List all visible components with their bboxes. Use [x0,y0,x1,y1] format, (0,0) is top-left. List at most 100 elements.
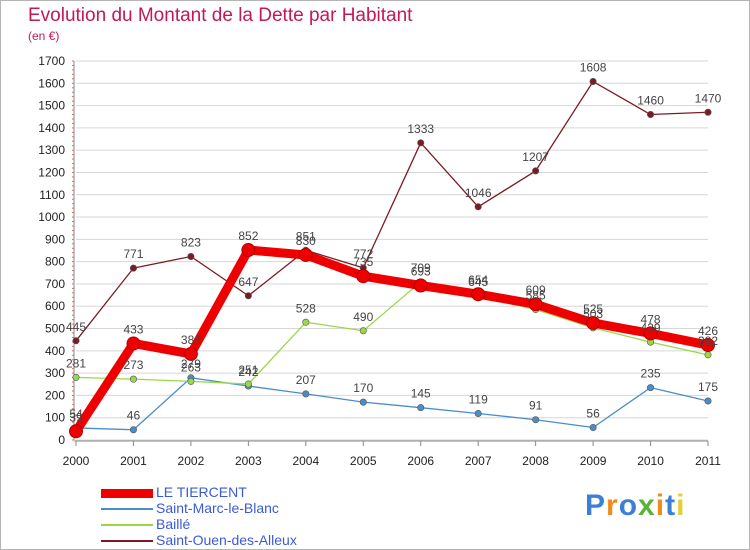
legend-label: Baillé [156,516,191,532]
data-label: 647 [238,275,258,289]
data-label: 235 [641,367,661,381]
data-point [586,315,601,330]
data-label: 426 [698,324,718,338]
data-point [129,264,137,272]
y-tick-label: 400 [45,344,65,358]
y-tick-label: 1500 [38,99,65,113]
data-label: 1460 [637,94,664,108]
data-label: 852 [238,229,258,243]
data-point [244,380,252,388]
x-tick-label: 2006 [407,454,434,468]
x-tick-label: 2010 [637,454,664,468]
data-label: 1207 [522,150,549,164]
y-tick-label: 1400 [38,121,65,135]
data-label: 439 [641,321,661,335]
data-label: 445 [66,320,86,334]
data-point [359,327,367,335]
data-label: 433 [123,322,143,336]
legend-label: Saint-Marc-le-Blanc [156,500,279,516]
data-label: 654 [468,273,488,287]
data-label: 585 [526,289,546,303]
x-tick-label: 2001 [120,454,147,468]
data-label: 528 [296,301,316,315]
legend-swatch [101,508,153,510]
data-label: 490 [353,310,373,324]
data-label: 54 [69,407,83,421]
data-label: 207 [296,373,316,387]
tick-labels: 0 100 200 300 400 500 600 700 800 900 1000 1100 1200… [38,54,721,468]
data-point [302,318,310,326]
data-point [589,424,597,432]
data-label: 772 [353,247,373,261]
x-tick-label: 2008 [522,454,549,468]
data-label: 175 [698,380,718,394]
data-point [72,337,80,345]
x-tick-label: 2004 [292,454,319,468]
data-label: 609 [526,283,546,297]
data-point [589,78,597,86]
data-point [417,139,425,147]
brand-letter: x [638,489,656,522]
data-point [471,287,486,302]
legend-label: Saint-Ouen-des-Alleux [156,532,297,548]
data-label: 279 [181,357,201,371]
brand-letter: r [606,489,619,522]
y-tick-label: 800 [45,255,65,269]
data-point [647,384,655,392]
chart-title: Evolution du Montant de la Dette par Hab… [28,5,413,26]
x-tick-label: 2007 [465,454,492,468]
y-tick-label: 500 [45,322,65,336]
brand-letter: P [585,489,607,522]
x-tick-label: 2005 [350,454,377,468]
data-point [647,111,655,119]
data-label: 830 [296,234,316,248]
brand-letter: o [618,489,639,522]
data-label: 771 [123,247,143,261]
data-label: 46 [127,409,141,423]
data-point [244,292,252,300]
data-label: 1470 [695,91,722,105]
series-line [71,245,713,436]
data-label: 823 [181,236,201,250]
legend-swatch [101,488,153,498]
data-point [413,278,428,293]
data-point [417,404,425,412]
data-label: 693 [411,265,431,279]
legend-swatch [101,524,153,526]
data-point [241,243,256,258]
data-label: 1608 [580,61,607,75]
data-point [183,346,198,361]
y-tick-label: 700 [45,277,65,291]
data-label: 251 [238,363,258,377]
x-tick-label: 2003 [235,454,262,468]
y-axis-unit: (en €) [28,29,60,43]
data-label: 709 [411,261,431,275]
x-tick-label: 2000 [63,454,90,468]
data-point [302,390,310,398]
y-tick-label: 1600 [38,76,65,90]
data-label: 119 [469,392,488,406]
data-label: 170 [353,381,373,395]
gridlines [76,60,708,441]
series-line [75,281,709,385]
data-point [474,409,482,417]
data-point [704,351,712,359]
x-tick-label: 2002 [178,454,205,468]
data-label: 1046 [465,186,492,200]
x-tick-label: 2011 [695,454,721,468]
series-line [75,377,709,431]
data-label: 56 [586,407,600,421]
brand-letter: i [676,489,686,522]
y-tick-label: 300 [45,366,65,380]
data-point [72,373,80,381]
data-point [704,397,712,405]
y-tick-label: 1200 [38,165,65,179]
data-point [69,424,83,439]
series-line [75,80,709,342]
data-label: 525 [583,302,603,316]
y-tick-label: 0 [58,433,65,447]
y-tick-label: 900 [45,232,65,246]
data-point [532,416,540,424]
